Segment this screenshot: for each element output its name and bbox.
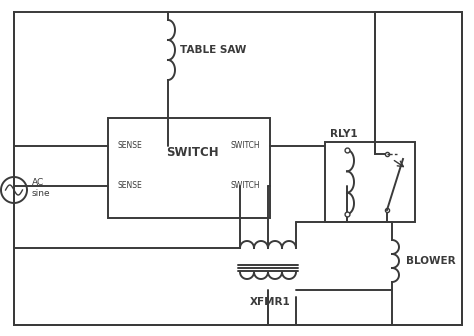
Text: SENSE: SENSE	[118, 181, 143, 191]
Text: AC
sine: AC sine	[32, 178, 51, 198]
Text: SWITCH: SWITCH	[166, 146, 219, 160]
Text: RLY1: RLY1	[330, 129, 357, 139]
Text: SWITCH: SWITCH	[230, 181, 260, 191]
Text: XFMR1: XFMR1	[250, 297, 291, 307]
Bar	[108, 118, 270, 218]
Text: TABLE SAW: TABLE SAW	[180, 45, 246, 55]
Text: BLOWER: BLOWER	[406, 256, 456, 266]
Text: SWITCH: SWITCH	[230, 141, 260, 151]
Bar	[325, 142, 415, 222]
Text: SENSE: SENSE	[118, 141, 143, 151]
